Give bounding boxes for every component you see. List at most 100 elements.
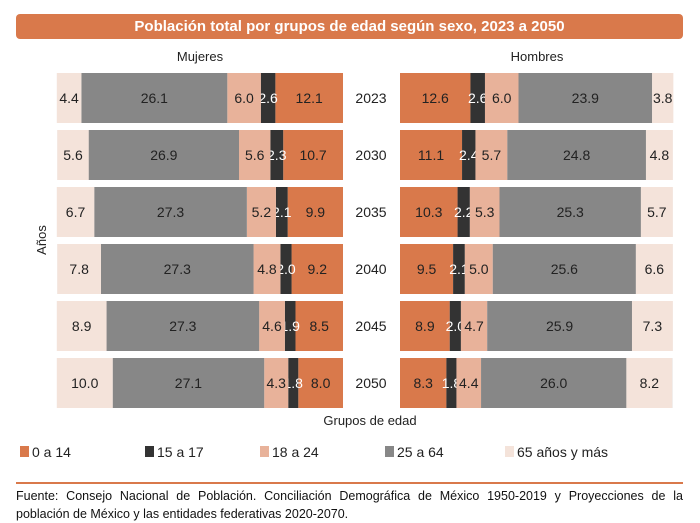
data-label: 9.9 bbox=[306, 204, 326, 220]
data-label: 23.9 bbox=[572, 90, 599, 106]
bar-hombres-2045-g4 bbox=[631, 301, 673, 351]
bar-mujeres-2045-g2 bbox=[259, 301, 285, 351]
data-label: 5.7 bbox=[482, 147, 502, 163]
bar-hombres-2050-g1 bbox=[446, 358, 457, 408]
bar-hombres-2035-g0 bbox=[400, 187, 458, 237]
data-label: 25.6 bbox=[551, 261, 578, 277]
data-label: 8.9 bbox=[415, 318, 435, 334]
data-label: 25.9 bbox=[546, 318, 573, 334]
bar-hombres-2023-g0 bbox=[400, 73, 471, 123]
bar-hombres-2050-g0 bbox=[400, 358, 447, 408]
bar-hombres-2030-g4 bbox=[645, 130, 673, 180]
legend-label: 18 a 24 bbox=[272, 444, 319, 460]
bar-mujeres-2050-g0 bbox=[298, 358, 343, 408]
data-label: 8.0 bbox=[311, 375, 331, 391]
data-label: 5.6 bbox=[245, 147, 265, 163]
bar-mujeres-2030-g1 bbox=[270, 130, 284, 180]
bar-hombres-2023-g3 bbox=[518, 73, 653, 123]
bar-mujeres-2045-g4 bbox=[56, 301, 107, 351]
data-label: 4.8 bbox=[650, 147, 670, 163]
bar-hombres-2035-g1 bbox=[457, 187, 470, 237]
bar-mujeres-2050-g2 bbox=[264, 358, 289, 408]
legend-label: 0 a 14 bbox=[32, 444, 71, 460]
year-tick-label: 2045 bbox=[355, 318, 386, 334]
bar-mujeres-2035-g4 bbox=[56, 187, 95, 237]
data-label: 4.8 bbox=[257, 261, 277, 277]
legend-swatch bbox=[145, 446, 154, 457]
data-label: 1.8 bbox=[442, 375, 462, 391]
data-label: 10.0 bbox=[71, 375, 98, 391]
bar-hombres-2030-g1 bbox=[462, 130, 476, 180]
bar-hombres-2030-g2 bbox=[475, 130, 508, 180]
data-label: 2.1 bbox=[272, 204, 292, 220]
data-label: 5.6 bbox=[63, 147, 83, 163]
bar-mujeres-2030-g0 bbox=[283, 130, 343, 180]
divider bbox=[16, 482, 683, 484]
data-label: 9.5 bbox=[417, 261, 437, 277]
data-label: 4.4 bbox=[459, 375, 479, 391]
bar-mujeres-2040-g3 bbox=[100, 244, 254, 294]
data-label: 11.1 bbox=[418, 147, 444, 163]
bar-hombres-2023-g1 bbox=[470, 73, 485, 123]
data-label: 4.7 bbox=[464, 318, 484, 334]
data-label: 9.2 bbox=[308, 261, 328, 277]
bar-hombres-2050-g2 bbox=[456, 358, 482, 408]
data-label: 7.3 bbox=[643, 318, 663, 334]
legend-label: 65 años y más bbox=[517, 444, 608, 460]
bar-mujeres-2030-g3 bbox=[88, 130, 240, 180]
data-label: 2.4 bbox=[459, 147, 479, 163]
data-label: 2.6 bbox=[258, 90, 278, 106]
y-axis-label: Años bbox=[34, 225, 49, 255]
data-label: 7.8 bbox=[69, 261, 89, 277]
data-label: 12.6 bbox=[422, 90, 449, 106]
data-label: 8.5 bbox=[310, 318, 330, 334]
bar-mujeres-2023-g3 bbox=[81, 73, 228, 123]
data-label: 6.7 bbox=[66, 204, 86, 220]
data-label: 2.1 bbox=[449, 261, 469, 277]
data-label: 8.2 bbox=[640, 375, 660, 391]
data-label: 27.3 bbox=[169, 318, 196, 334]
bar-hombres-2030-g0 bbox=[400, 130, 463, 180]
bar-hombres-2040-g4 bbox=[635, 244, 673, 294]
bar-hombres-2023-g4 bbox=[652, 73, 674, 123]
bar-hombres-2040-g0 bbox=[400, 244, 454, 294]
data-label: 2.6 bbox=[468, 90, 488, 106]
bar-hombres-2040-g1 bbox=[453, 244, 465, 294]
bar-hombres-2045-g3 bbox=[487, 301, 632, 351]
bar-hombres-2040-g2 bbox=[464, 244, 493, 294]
legend-swatch bbox=[260, 446, 269, 457]
legend-swatch bbox=[385, 446, 394, 457]
bar-mujeres-2035-g1 bbox=[275, 187, 288, 237]
legend-swatch bbox=[20, 446, 29, 457]
legend-swatch bbox=[505, 446, 514, 457]
bar-mujeres-2030-g4 bbox=[57, 130, 89, 180]
data-label: 26.0 bbox=[540, 375, 567, 391]
bar-mujeres-2023-g4 bbox=[56, 73, 82, 123]
bar-mujeres-2040-g2 bbox=[253, 244, 281, 294]
bar-mujeres-2023-g1 bbox=[260, 73, 276, 123]
data-label: 1.8 bbox=[284, 375, 304, 391]
source-note: Fuente: Consejo Nacional de Población. C… bbox=[16, 489, 683, 521]
bar-mujeres-2050-g4 bbox=[56, 358, 113, 408]
data-label: 27.1 bbox=[175, 375, 202, 391]
data-label: 10.7 bbox=[299, 147, 326, 163]
legend-label: 25 a 64 bbox=[397, 444, 444, 460]
data-label: 8.3 bbox=[413, 375, 433, 391]
bar-hombres-2045-g0 bbox=[400, 301, 450, 351]
bar-mujeres-2050-g1 bbox=[288, 358, 299, 408]
bar-mujeres-2035-g0 bbox=[287, 187, 343, 237]
bar-mujeres-2040-g4 bbox=[57, 244, 101, 294]
bar-mujeres-2045-g3 bbox=[106, 301, 260, 351]
legend-label: 15 a 17 bbox=[157, 444, 204, 460]
data-label: 26.9 bbox=[150, 147, 177, 163]
year-tick-label: 2035 bbox=[355, 204, 386, 220]
bar-mujeres-2030-g2 bbox=[239, 130, 271, 180]
data-label: 2.0 bbox=[446, 318, 466, 334]
data-label: 2.0 bbox=[276, 261, 296, 277]
year-tick-label: 2030 bbox=[355, 147, 386, 163]
data-label: 12.1 bbox=[296, 90, 323, 106]
bar-mujeres-2050-g3 bbox=[112, 358, 265, 408]
data-label: 27.3 bbox=[164, 261, 191, 277]
